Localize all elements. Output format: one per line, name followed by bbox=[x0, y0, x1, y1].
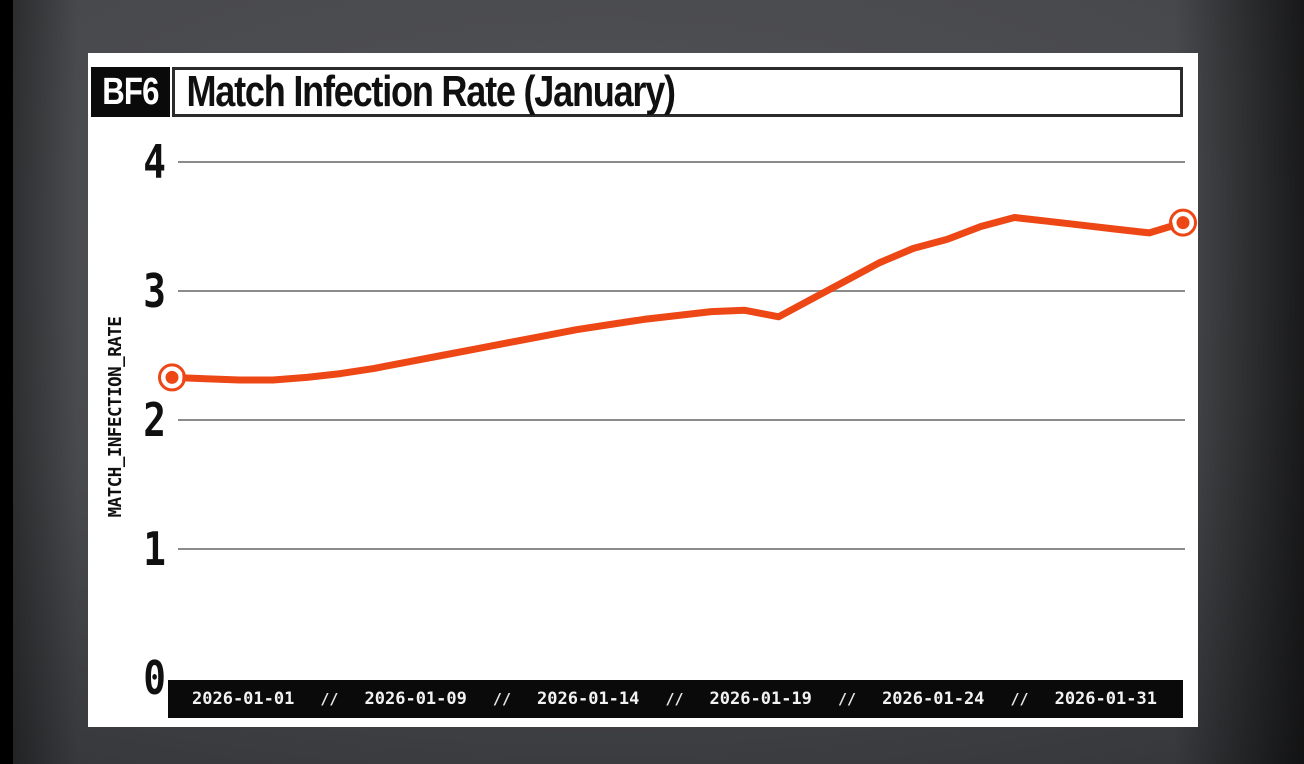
bf6-badge-label: BF6 bbox=[102, 71, 159, 113]
left-black-strip bbox=[0, 0, 13, 764]
chart-title: Match Infection Rate (January) bbox=[186, 67, 676, 116]
x-tick-separator: // bbox=[1010, 690, 1029, 708]
plot-svg bbox=[158, 161, 1197, 550]
x-tick-separator: // bbox=[665, 690, 684, 708]
y-tick-label-4: 4 bbox=[143, 135, 166, 189]
x-tick-separator: // bbox=[320, 690, 339, 708]
chart-title-box: Match Infection Rate (January) bbox=[172, 67, 1183, 117]
x-tick-label: 2026-01-14 bbox=[537, 689, 640, 709]
x-tick-label: 2026-01-19 bbox=[709, 689, 812, 709]
start-marker bbox=[158, 363, 186, 392]
x-tick-separator: // bbox=[492, 690, 511, 708]
x-axis-bar: 2026-01-01 // 2026-01-09 // 2026-01-14 // 2026… bbox=[168, 680, 1183, 718]
y-tick-label-3: 3 bbox=[143, 264, 166, 318]
y-tick-label-0: 0 bbox=[143, 651, 166, 705]
end-marker bbox=[1169, 208, 1197, 237]
x-tick-label: 2026-01-31 bbox=[1054, 689, 1157, 709]
x-tick-separator: // bbox=[837, 690, 857, 708]
y-tick-label-1: 1 bbox=[143, 522, 166, 576]
x-tick-label: 2026-01-01 bbox=[192, 689, 295, 709]
x-tick-label: 2026-01-09 bbox=[364, 689, 467, 709]
chart-header: BF6 Match Infection Rate (January) bbox=[88, 67, 1198, 117]
y-tick-label-2: 2 bbox=[143, 393, 166, 447]
series-line bbox=[168, 214, 1187, 384]
chart-card: BF6 Match Infection Rate (January) MATCH… bbox=[88, 53, 1198, 727]
x-tick-label: 2026-01-24 bbox=[882, 689, 985, 709]
bf6-badge: BF6 bbox=[91, 67, 170, 117]
